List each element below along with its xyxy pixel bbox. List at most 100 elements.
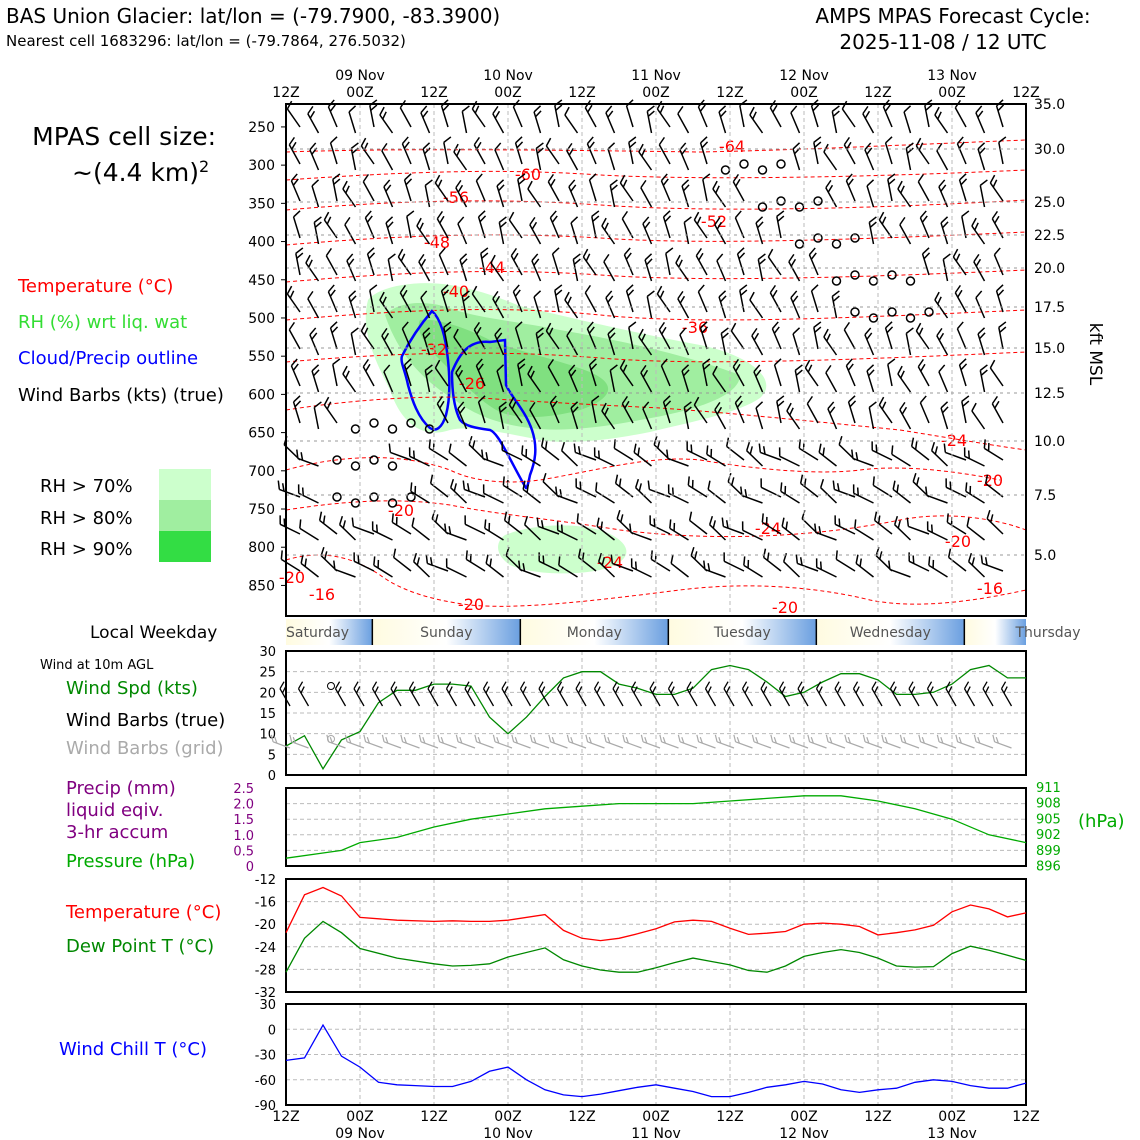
grid-wind-barb bbox=[381, 734, 402, 749]
grid-wind-barb bbox=[289, 734, 309, 749]
wind-barb bbox=[706, 445, 726, 467]
wind-barb bbox=[720, 327, 729, 356]
upper-air-axis: 12Z 00Z 12Z 00Z 12Z 00Z 12Z 00Z 12Z 00Z 12Z 09 Nov 1… bbox=[248, 68, 1065, 594]
legend-pressure: Pressure (hPa) bbox=[66, 851, 195, 872]
rh80-swatch bbox=[159, 500, 211, 531]
wind-barb bbox=[864, 327, 875, 356]
wind-barb bbox=[892, 480, 911, 504]
wind-barb bbox=[288, 321, 301, 350]
wind-barb bbox=[683, 401, 692, 430]
wind-barb bbox=[350, 327, 359, 356]
wind-barb bbox=[934, 291, 949, 319]
wind-barb bbox=[776, 210, 785, 239]
right-tick-label: 905 bbox=[1036, 812, 1061, 827]
surface-wind-barb bbox=[556, 681, 569, 707]
wind-barb bbox=[786, 402, 801, 430]
wind-barb bbox=[954, 284, 967, 313]
wind-barb bbox=[529, 216, 542, 245]
weekday-band bbox=[286, 619, 373, 645]
wind-barb bbox=[462, 480, 486, 498]
wind-barb bbox=[940, 216, 949, 245]
wind-barb bbox=[934, 106, 949, 134]
left-tick-label: 1.0 bbox=[233, 829, 254, 844]
height-tick-label: 7.5 bbox=[1034, 488, 1056, 504]
wind-barb bbox=[290, 358, 301, 387]
top-date-label: 13 Nov bbox=[927, 68, 977, 84]
wind-barb bbox=[568, 364, 579, 393]
left-tick-label: 0 bbox=[268, 769, 276, 784]
grid-wind-barb bbox=[918, 734, 938, 749]
wind-barb bbox=[662, 395, 672, 424]
grid-wind-barb bbox=[862, 734, 883, 749]
wind-barb bbox=[387, 253, 396, 282]
surface-wind-barb bbox=[464, 681, 476, 707]
wind-barb bbox=[975, 105, 986, 134]
bottom-date-label: 12 Nov bbox=[779, 1126, 829, 1140]
wind-barb bbox=[348, 290, 357, 319]
wind-barb bbox=[564, 106, 579, 134]
wind-barb bbox=[781, 517, 800, 541]
wind-barb bbox=[665, 247, 674, 276]
wind-barb bbox=[647, 480, 671, 498]
wind-barb bbox=[940, 401, 949, 430]
wind-barb bbox=[342, 365, 357, 393]
wind-barb bbox=[975, 290, 986, 319]
cloud-outline-1 bbox=[400, 309, 451, 431]
wind-barb bbox=[558, 556, 578, 578]
wind-barb bbox=[899, 401, 912, 430]
panel-frame bbox=[285, 878, 1027, 993]
wind-barb bbox=[827, 401, 838, 430]
wind-barb bbox=[277, 480, 301, 498]
wind-barb bbox=[351, 517, 375, 535]
bottom-date-label: 13 Nov bbox=[927, 1126, 977, 1140]
wind-barb bbox=[332, 173, 341, 202]
grid-wind-barb bbox=[511, 734, 531, 749]
wind-barb bbox=[323, 396, 338, 424]
wind-barb bbox=[712, 180, 727, 208]
calm-barb-circle bbox=[868, 276, 879, 286]
left-tick-label: 5 bbox=[268, 748, 276, 763]
wind-barb bbox=[751, 327, 764, 356]
wind-barb bbox=[887, 173, 896, 202]
grid-wind-barb bbox=[751, 734, 772, 749]
wind-barb bbox=[477, 395, 486, 424]
wind-barb bbox=[675, 254, 690, 282]
wind-barb bbox=[309, 327, 320, 356]
wind-barb bbox=[794, 364, 803, 393]
wind-barb bbox=[919, 210, 930, 239]
wind-barb bbox=[808, 247, 819, 276]
wind-barb bbox=[810, 284, 819, 313]
wind-barb bbox=[570, 401, 579, 430]
wind-barb bbox=[401, 321, 412, 350]
grid-wind-barb bbox=[844, 734, 864, 749]
wind-barb bbox=[928, 556, 948, 578]
wind-barb bbox=[707, 480, 726, 504]
wind-barb bbox=[403, 173, 413, 202]
wind-barb bbox=[908, 552, 930, 572]
legend-rh80: RH > 80% bbox=[40, 508, 133, 529]
contour-label: -64 bbox=[719, 137, 745, 156]
grid-wind-barb bbox=[807, 734, 827, 749]
wind-barb bbox=[288, 136, 301, 165]
wind-barb bbox=[429, 474, 449, 498]
wind-barb bbox=[311, 364, 320, 393]
wind-barb bbox=[623, 247, 634, 276]
wind-barb bbox=[815, 558, 837, 578]
grid-wind-barb bbox=[714, 734, 735, 749]
wind-barb bbox=[434, 174, 449, 202]
weekday-band bbox=[816, 619, 965, 645]
wind-barb bbox=[320, 546, 338, 572]
left-tick-label: -60 bbox=[255, 1074, 276, 1089]
wind-barb bbox=[884, 321, 894, 350]
wind-barb bbox=[593, 447, 615, 467]
wind-barb bbox=[771, 321, 782, 350]
surface-wind-barb bbox=[427, 681, 439, 707]
wind-barb bbox=[477, 210, 487, 239]
panel-frame bbox=[285, 1003, 1027, 1106]
grid-wind-barb bbox=[270, 734, 291, 749]
calm-barb-circle bbox=[850, 270, 860, 280]
wind-barb bbox=[852, 484, 874, 504]
left-tick-label: -12 bbox=[255, 873, 276, 888]
height-tick-label: 5.0 bbox=[1034, 548, 1056, 564]
wind-barb bbox=[420, 105, 431, 134]
